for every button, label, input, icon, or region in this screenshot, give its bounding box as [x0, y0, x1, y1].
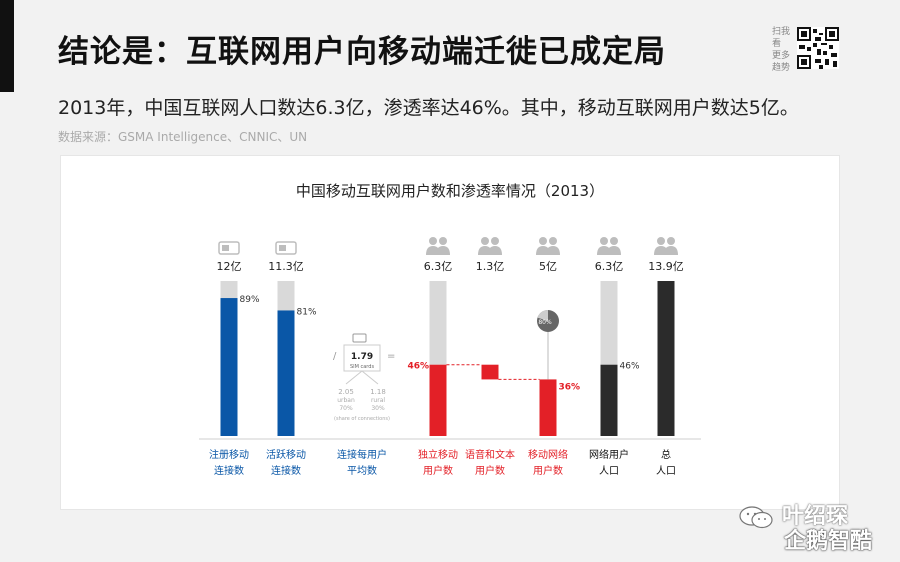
pct-label-act: 81% [297, 307, 317, 317]
pct-label-mobnet: 36% [559, 382, 581, 392]
users-icon-net [607, 246, 621, 255]
category-label-net-0: 网络用户 [589, 448, 629, 461]
category-label-ratio-0: 连接每用户 [337, 448, 387, 461]
value-label-uniq: 6.3亿 [424, 260, 453, 273]
category-label-mobnet-1: 用户数 [533, 464, 563, 477]
chart-panel: 中国移动互联网用户数和渗透率情况（2013） 12亿 89% 11.3亿 81% 6.3亿… [60, 155, 840, 510]
users-icon-uniq-head-1 [429, 237, 437, 245]
ratio-rural-value: 1.18 [370, 388, 386, 396]
bar-reg [220, 298, 238, 436]
sim-icon-ratio [352, 333, 367, 343]
bar-bg-net [600, 281, 618, 365]
watermark-brand: 企鹅智酷 [784, 529, 873, 554]
bar-voice [481, 364, 499, 380]
pct-label-reg: 89% [240, 295, 260, 305]
category-label-uniq-1: 用户数 [423, 464, 453, 477]
sim-card-icon-reg-chip [222, 245, 229, 251]
value-label-net: 6.3亿 [595, 260, 624, 273]
pct-label-uniq: 46% [408, 362, 430, 372]
ratio-urban-pct: 70% [339, 405, 353, 412]
category-label-uniq-0: 独立移动 [418, 448, 458, 461]
users-icon-net-head-1 [600, 237, 608, 245]
category-label-voice-1: 用户数 [475, 464, 505, 477]
category-label-voice-0: 语音和文本 [465, 448, 515, 461]
ratio-op-divide: / [333, 351, 337, 362]
bar-mobnet [539, 379, 557, 436]
users-icon-voice [488, 246, 502, 255]
mobile-internet-chart: 中国移动互联网用户数和渗透率情况（2013） 12亿 89% 11.3亿 81% 6.3亿… [199, 182, 701, 477]
users-icon-pop-head-1 [657, 237, 665, 245]
category-label-net-1: 人口 [599, 465, 619, 477]
pct-label-net: 46% [620, 362, 640, 372]
accent-bar [0, 0, 14, 92]
bar-pop [657, 281, 675, 436]
value-label-pop: 13.9亿 [648, 260, 684, 273]
ratio-urban-value: 2.05 [338, 388, 354, 396]
value-label-act: 11.3亿 [268, 260, 304, 273]
bar-net [600, 364, 618, 436]
ratio-op-equals: = [387, 351, 395, 362]
ratio-branch-right [361, 370, 379, 385]
category-label-mobnet-0: 移动网络 [528, 448, 568, 461]
qr-caption: 扫我 看 更多 趋势 [772, 27, 791, 73]
users-icon-voice-head-2 [491, 237, 499, 245]
users-icon-pop-head-2 [667, 237, 675, 245]
users-icon-mobnet-head-1 [539, 237, 547, 245]
category-label-act-1: 连接数 [271, 464, 301, 477]
ratio-urban-label: urban [337, 397, 355, 404]
ratio-branch-left [345, 370, 363, 385]
ratio-unit: SIM cards [350, 364, 375, 370]
bar-uniq [429, 364, 447, 436]
page-title: 结论是：互联网用户向移动端迁徙已成定局 [58, 34, 666, 70]
bar-bg-act [277, 281, 295, 311]
users-icon-uniq-head-2 [439, 237, 447, 245]
value-label-reg: 12亿 [217, 260, 242, 273]
users-icon-mobnet-head-2 [549, 237, 557, 245]
page-subtitle: 2013年，中国互联网人口数达6.3亿，渗透率达46%。其中，移动互联网用户数达… [58, 97, 799, 119]
users-icon-voice-head-1 [481, 237, 489, 245]
ratio-rural-label: rural [371, 397, 385, 404]
chart-title: 中国移动互联网用户数和渗透率情况（2013） [296, 182, 604, 200]
users-icon-uniq [436, 246, 450, 255]
users-icon-mobnet [546, 246, 560, 255]
category-label-act-0: 活跃移动 [266, 448, 306, 461]
users-icon-pop [664, 246, 678, 255]
watermark-author: 叶绍琛 [782, 504, 849, 529]
value-label-mobnet: 5亿 [539, 260, 557, 273]
category-label-pop-0: 总 [661, 448, 671, 461]
sim-card-icon-act-chip [279, 245, 286, 251]
wechat-icon [739, 506, 773, 529]
category-label-reg-0: 注册移动 [209, 448, 249, 461]
category-label-ratio-1: 平均数 [347, 464, 377, 477]
bar-bg-uniq [429, 281, 447, 365]
pie-label: 80% [538, 319, 552, 326]
category-label-pop-1: 人口 [656, 465, 676, 477]
bar-bg-reg [220, 281, 238, 299]
qr-code-icon[interactable] [797, 27, 839, 69]
bar-act [277, 310, 295, 436]
ratio-box [343, 344, 381, 372]
users-icon-net-head-2 [610, 237, 618, 245]
ratio-value: 1.79 [351, 352, 373, 362]
ratio-note: (share of connections) [334, 416, 390, 422]
pie-slice-rest [537, 310, 548, 321]
category-label-reg-1: 连接数 [214, 464, 244, 477]
data-source: 数据来源：GSMA Intelligence、CNNIC、UN [58, 130, 308, 144]
ratio-rural-pct: 30% [371, 405, 385, 412]
value-label-voice: 1.3亿 [476, 260, 505, 273]
